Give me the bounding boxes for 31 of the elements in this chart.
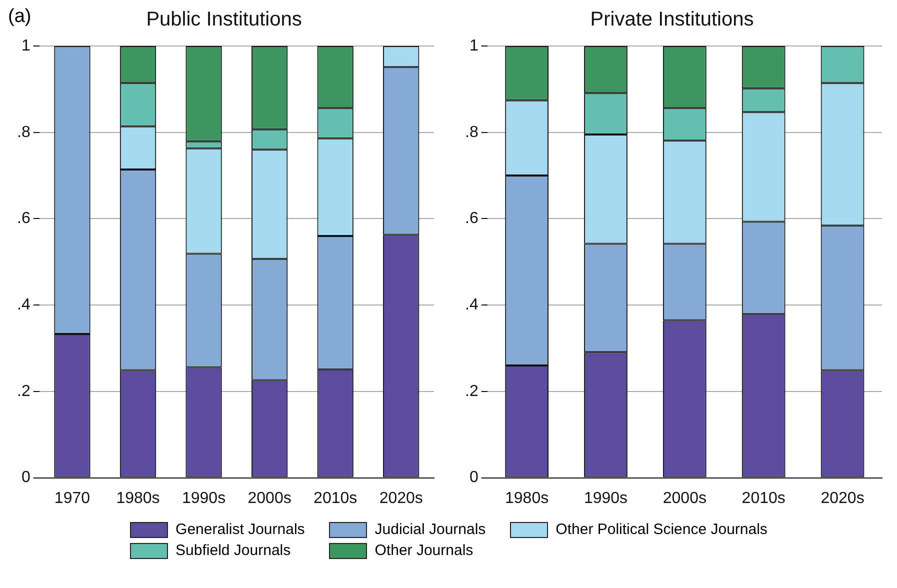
y-tick-label: .8 [465, 124, 478, 141]
y-tick-label: 0 [469, 469, 478, 486]
y-tick-label: .4 [465, 296, 478, 314]
x-tick-label: 2020s [379, 490, 423, 507]
legend-label: Generalist Journals [176, 521, 305, 538]
text: (a) [8, 6, 32, 28]
legend-label: Other Journals [374, 542, 474, 559]
x-tick-label: 2000s [662, 490, 706, 507]
y-tick-label: 1 [21, 37, 30, 54]
legend-label: Other Political Science Journals [556, 521, 768, 538]
chart-title: Public Institutions [146, 8, 302, 31]
legend-label: Judicial Journals [374, 521, 486, 538]
chart-title: Private Institutions [590, 8, 754, 31]
x-tick-label: 1980s [116, 490, 160, 507]
x-tick-label: 2020s [820, 490, 864, 507]
y-tick-label: 1 [469, 37, 478, 54]
y-tick-label: 0 [21, 469, 30, 486]
x-tick-label: 2010s [314, 490, 358, 507]
y-tick-label: .6 [17, 210, 30, 228]
x-tick-label: 1980s [505, 490, 549, 507]
x-tick-label: 1990s [584, 490, 628, 507]
legend-label: Subfield Journals [176, 542, 291, 559]
x-tick-label: 2000s [248, 490, 292, 507]
y-tick-label: .4 [17, 296, 30, 314]
y-tick-label: .8 [17, 124, 30, 141]
y-tick-label: .6 [465, 210, 478, 228]
y-tick-label: .2 [17, 382, 30, 400]
x-tick-label: 2010s [742, 490, 786, 507]
y-tick-label: .2 [465, 382, 478, 400]
x-tick-label: 1990s [182, 490, 226, 507]
x-tick-label: 1970 [54, 490, 90, 507]
